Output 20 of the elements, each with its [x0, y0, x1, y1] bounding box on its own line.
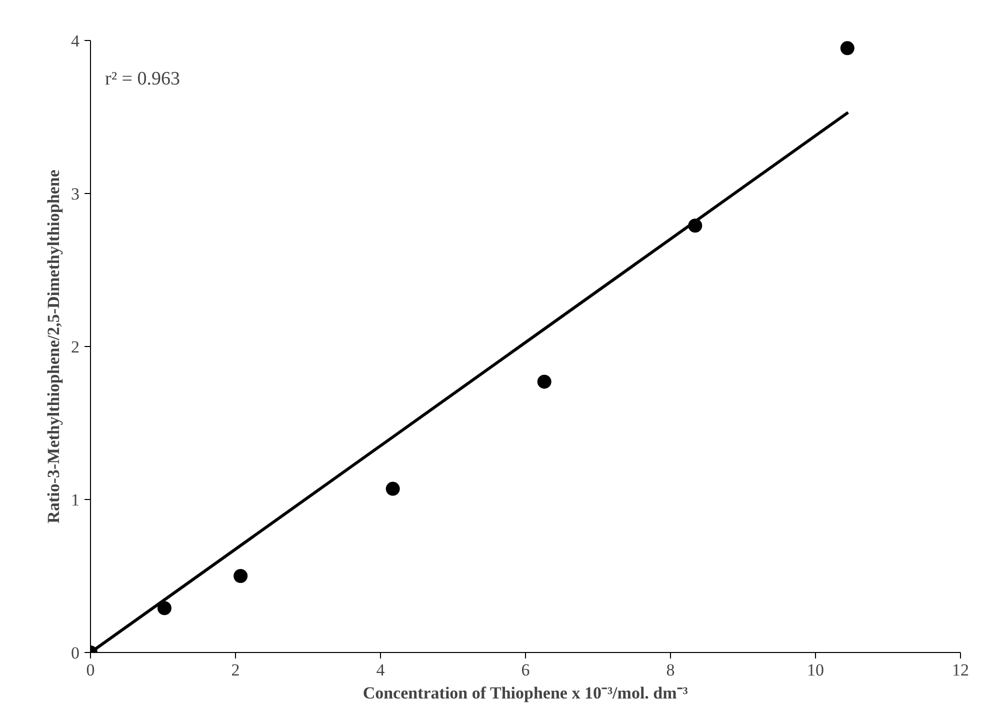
annotation: r² = 0.963 — [105, 68, 180, 90]
x-tick-label: 8 — [666, 660, 675, 680]
y-tick-label: 1 — [71, 490, 80, 510]
y-tick-label: 4 — [71, 32, 80, 50]
point — [157, 601, 172, 616]
x-tick-label: 6 — [521, 660, 530, 680]
x-tick-label: 10 — [807, 660, 824, 680]
y-tick-label: 3 — [71, 184, 80, 204]
y-tick-label: 2 — [71, 338, 80, 356]
x-tick-label: 2 — [231, 660, 240, 680]
y-axis-title: Ratio-3-Methylthiophene/2,5-Dimethylthiophene — [44, 169, 63, 524]
point — [840, 41, 854, 56]
point — [537, 374, 552, 389]
y-tick-label: 0 — [71, 644, 80, 662]
point — [234, 569, 248, 583]
x-tick-label: 4 — [376, 660, 386, 680]
point — [386, 482, 400, 496]
x-axis-title: Concentration of Thiophene x 10⁻³/mol. dm⁻³ — [362, 684, 688, 702]
x-tick-label: 0 — [86, 660, 95, 680]
x-tick-label: 12 — [952, 660, 969, 680]
